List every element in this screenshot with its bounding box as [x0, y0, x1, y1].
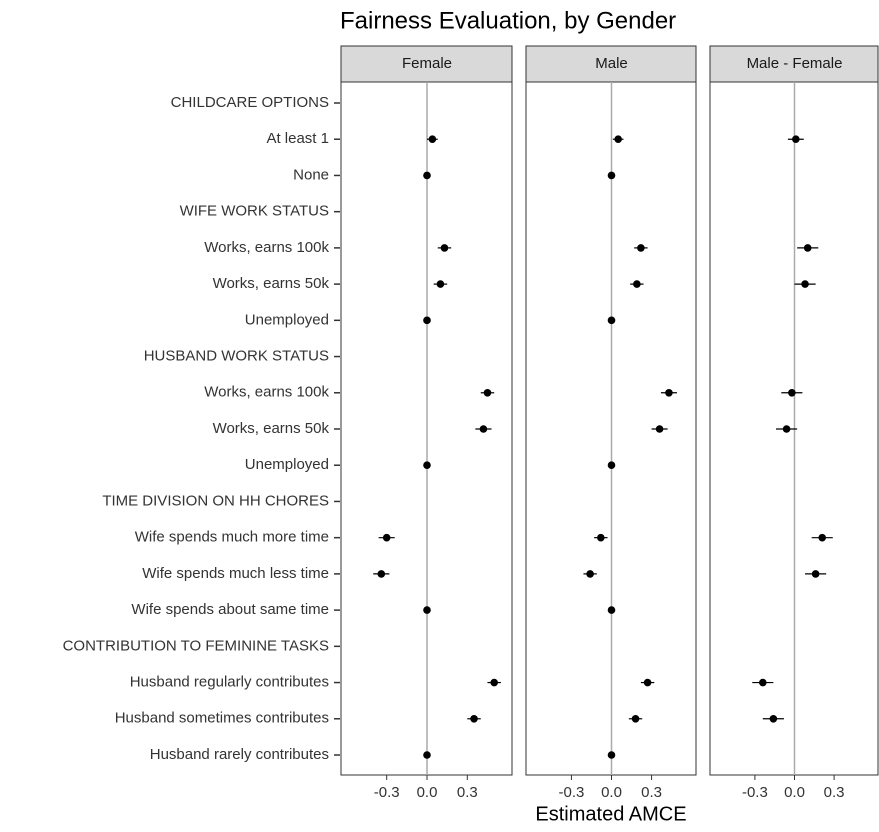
point	[607, 606, 616, 614]
point	[440, 244, 449, 252]
x-tick-label: -0.3	[374, 784, 400, 801]
point	[423, 171, 431, 180]
point	[470, 714, 478, 723]
point	[655, 425, 664, 433]
point	[423, 606, 431, 614]
y-tick-label: Works, earns 50k	[213, 275, 330, 292]
x-tick-label: 0.3	[457, 784, 478, 801]
x-tick-label: 0.0	[784, 784, 805, 801]
y-tick-label: TIME DIVISION ON HH CHORES	[102, 492, 329, 509]
point	[479, 425, 488, 433]
point	[382, 533, 391, 542]
point	[607, 751, 616, 759]
point	[633, 280, 641, 288]
y-tick-label: Works, earns 50k	[213, 420, 330, 437]
y-tick-label: Unemployed	[245, 456, 329, 473]
y-tick-label: CONTRIBUTION TO FEMININE TASKS	[63, 637, 329, 654]
point	[607, 171, 616, 180]
chart-title: Fairness Evaluation, by Gender	[340, 7, 676, 34]
point	[811, 570, 820, 578]
x-tick-label: 0.0	[417, 784, 438, 801]
y-tick-label: HUSBAND WORK STATUS	[144, 348, 329, 365]
point	[614, 135, 622, 144]
y-tick-label: Husband regularly contributes	[130, 674, 329, 691]
y-tick-label: CHILDCARE OPTIONS	[171, 94, 329, 111]
y-tick-label: At least 1	[266, 130, 329, 147]
y-tick-label: Husband rarely contributes	[150, 746, 329, 763]
point	[377, 570, 386, 578]
point	[631, 714, 640, 723]
point	[597, 533, 605, 542]
point	[792, 135, 800, 144]
point	[665, 388, 673, 397]
x-tick-label: -0.3	[742, 784, 768, 801]
strip-label: Male - Female	[747, 55, 843, 72]
point	[759, 678, 767, 687]
point	[607, 461, 616, 470]
y-tick-label: Wife spends much less time	[142, 565, 329, 582]
point	[782, 425, 791, 433]
y-tick-label: Unemployed	[245, 311, 329, 328]
point	[423, 461, 431, 470]
x-tick-label: -0.3	[558, 784, 584, 801]
point	[801, 280, 809, 288]
point	[818, 533, 827, 542]
strip-label: Male	[595, 55, 628, 72]
x-tick-label: 0.0	[601, 784, 622, 801]
y-tick-label: WIFE WORK STATUS	[180, 203, 329, 220]
y-tick-label: Works, earns 100k	[204, 384, 329, 401]
y-tick-label: Husband sometimes contributes	[115, 710, 329, 727]
point	[423, 751, 431, 759]
point	[769, 714, 778, 723]
y-tick-label: Wife spends much more time	[135, 529, 329, 546]
point	[436, 280, 445, 288]
point	[490, 678, 498, 687]
point	[803, 244, 812, 252]
y-tick-label: None	[293, 166, 329, 183]
point	[423, 316, 431, 325]
point	[586, 570, 594, 578]
x-axis-label: Estimated AMCE	[535, 803, 686, 825]
point	[788, 388, 796, 397]
point	[607, 316, 616, 325]
point	[643, 678, 652, 687]
point	[637, 244, 645, 252]
strip	[525, 45, 697, 83]
point	[428, 135, 437, 144]
strip	[709, 45, 879, 83]
y-tick-label: Wife spends about same time	[131, 601, 329, 618]
x-tick-label: 0.3	[824, 784, 845, 801]
strip	[340, 45, 513, 83]
point	[483, 388, 492, 397]
x-tick-label: 0.3	[641, 784, 662, 801]
strip-label: Female	[402, 55, 452, 72]
y-tick-label: Works, earns 100k	[204, 239, 329, 256]
